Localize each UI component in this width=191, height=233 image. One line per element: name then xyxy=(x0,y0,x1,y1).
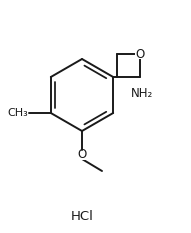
Text: CH₃: CH₃ xyxy=(7,108,28,118)
Bar xyxy=(135,49,145,58)
Text: O: O xyxy=(136,48,145,61)
Text: HCl: HCl xyxy=(70,210,93,223)
Text: O: O xyxy=(77,148,87,161)
Text: NH₂: NH₂ xyxy=(131,87,153,100)
Bar xyxy=(77,151,87,160)
